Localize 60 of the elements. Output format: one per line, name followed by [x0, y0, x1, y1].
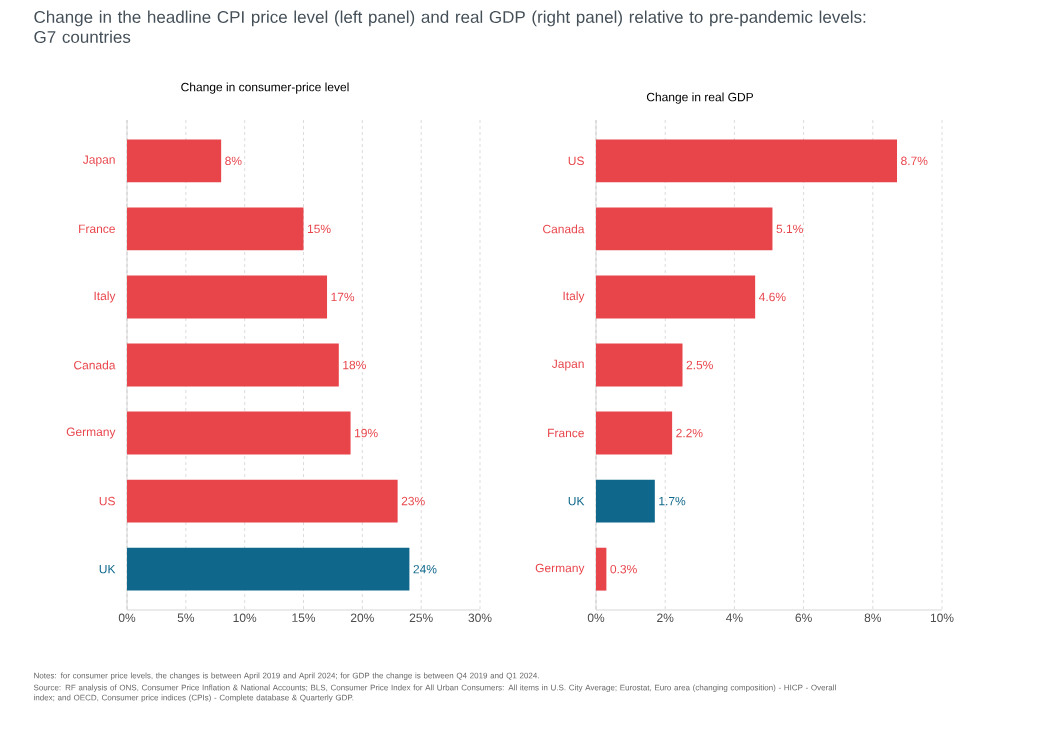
x-tick-label: 4% — [726, 613, 743, 622]
y-tick-label: Canada — [543, 224, 585, 234]
bar — [596, 275, 756, 319]
data-label: 23% — [401, 496, 425, 506]
x-tick-label: 0% — [118, 613, 136, 623]
bar — [127, 411, 351, 455]
y-tick-label: Italy — [563, 291, 585, 303]
data-label: 1.7% — [659, 496, 686, 506]
x-tick-label: 5% — [177, 613, 195, 622]
x-tick-label: 2% — [657, 613, 674, 622]
bar — [127, 207, 304, 251]
bar — [127, 479, 398, 523]
bar — [596, 207, 773, 251]
y-tick-label: France — [79, 224, 115, 234]
text: Notes: for consumer price levels, the changes is between April 2019 and April 2024; for GDP the change is between Q4 2019 and Q1 2024. — [34, 672, 539, 680]
data-label: 18% — [343, 360, 366, 370]
x-tick-label: 0% — [587, 613, 605, 623]
data-label: 2.2% — [676, 428, 703, 438]
y-tick-label: Canada — [74, 360, 116, 370]
x-tick-label: 8% — [864, 613, 882, 623]
data-label: 17% — [331, 292, 355, 302]
chart-title: Change in real GDP — [646, 92, 754, 104]
bar — [127, 275, 328, 319]
data-label: 4.6% — [758, 292, 786, 302]
data-label: 5.1% — [776, 224, 803, 234]
data-label: 8.7% — [901, 156, 928, 166]
x-tick-label: 20% — [350, 613, 374, 623]
x-tick-label: 6% — [795, 613, 812, 623]
bar — [596, 547, 607, 591]
bar — [596, 411, 673, 455]
data-label: 24% — [413, 564, 437, 574]
y-tick-label: France — [548, 428, 584, 438]
x-tick-label: 25% — [409, 613, 433, 623]
data-label: 19% — [355, 428, 378, 438]
bar — [596, 343, 683, 387]
y-tick-label: Germany — [535, 563, 585, 575]
chart-subtitle: Change in consumer-price level — [181, 82, 349, 94]
y-tick-label: Japan — [82, 155, 115, 167]
y-tick-label: UK — [99, 564, 116, 574]
source-note: Source: RF analysis of ONS, Consumer Price Inflation & National Accounts; BLS, Consumer Price Index for All Urban Consumers: All items in U.S. City Average; Eurostat, Euro area (changing composition) - HICP - Overall index; and OECD, Consumer price indices (CPIs) - Complete database & Quarterly GDP. — [33, 684, 836, 702]
x-tick-label: 10% — [930, 613, 954, 623]
x-tick-label: 15% — [292, 613, 316, 622]
bar — [596, 479, 655, 523]
bar — [596, 139, 898, 183]
data-label: 8% — [225, 156, 242, 166]
x-tick-label: 30% — [468, 613, 492, 623]
y-tick-label: Italy — [94, 291, 116, 303]
chart-title: Change in the headline CPI price level (left panel) and real GDP (right panel) relative to pre-pandemic levels: G7 countries — [34, 10, 866, 44]
x-tick-label: 10% — [233, 613, 257, 623]
bar — [127, 139, 222, 183]
y-tick-label: Japan — [551, 359, 584, 371]
bar — [127, 343, 339, 387]
bar — [127, 547, 410, 591]
y-tick-label: UK — [568, 496, 585, 506]
y-tick-label: Germany — [66, 427, 116, 439]
y-tick-label: US — [99, 496, 115, 506]
data-label: 0.3% — [610, 564, 637, 574]
y-tick-label: US — [568, 156, 584, 166]
data-label: 2.5% — [686, 360, 713, 370]
data-label: 15% — [307, 224, 331, 234]
